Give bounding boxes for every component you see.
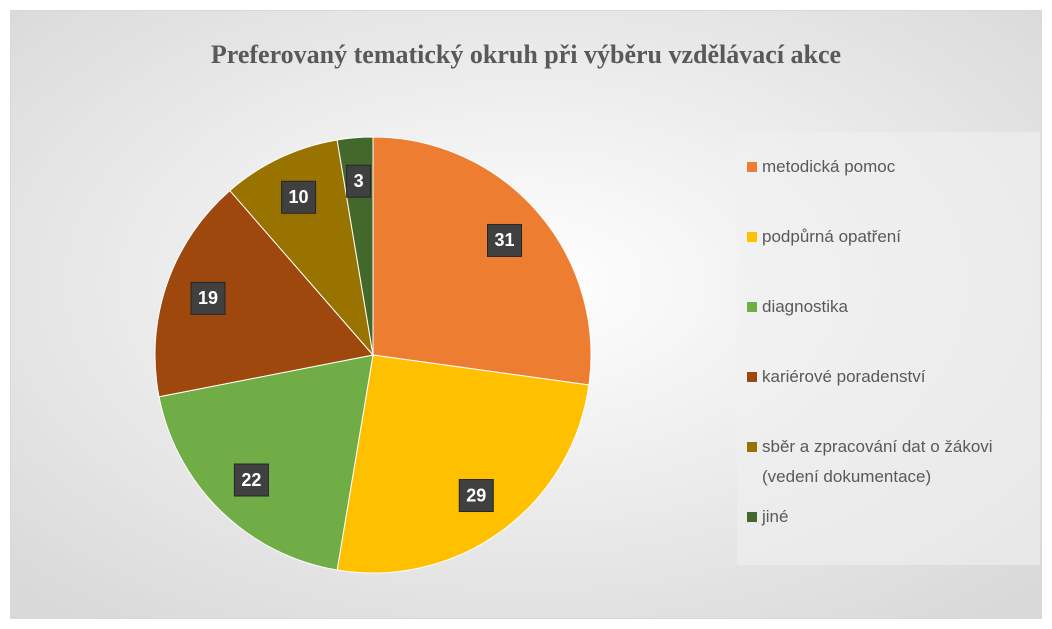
data-label-box <box>233 463 269 497</box>
legend-label: metodická pomoc <box>762 157 896 176</box>
data-label: 3 <box>354 171 364 191</box>
legend-swatch <box>747 372 757 382</box>
pie-slice <box>229 139 374 357</box>
legend-swatch <box>747 162 757 172</box>
data-label-box <box>190 281 226 315</box>
legend-item: metodická pomoc <box>747 152 1032 182</box>
legend-label: podpůrná opatření <box>762 227 901 246</box>
data-label: 10 <box>289 187 309 207</box>
data-label: 29 <box>466 485 486 505</box>
chart-title: Preferovaný tematický okruh při výběru v… <box>211 40 841 69</box>
legend-item: diagnostika <box>747 292 1032 322</box>
data-label-box <box>487 223 523 257</box>
data-label-box <box>281 180 317 214</box>
pie-slice <box>372 136 592 386</box>
legend-item: sběr a zpracování dat o žákovi (vedení d… <box>747 432 1032 492</box>
legend-swatch <box>747 302 757 312</box>
pie-slice <box>336 354 590 574</box>
legend-label: sběr a zpracování dat o žákovi (vedení d… <box>762 437 993 486</box>
data-label: 31 <box>495 230 515 250</box>
pie-slice <box>154 189 374 398</box>
legend-label: kariérové poradenství <box>762 367 926 386</box>
legend-label: jiné <box>762 507 789 526</box>
pie-slice <box>158 354 374 571</box>
legend-swatch <box>747 512 757 522</box>
legend: metodická pomoc podpůrná opatření diagnost… <box>737 132 1040 565</box>
data-label: 22 <box>241 470 261 490</box>
legend-item: podpůrná opatření <box>747 222 1032 252</box>
legend-item: kariérové poradenství <box>747 362 1032 392</box>
data-label-box <box>346 164 372 198</box>
legend-swatch <box>747 442 757 452</box>
legend-item: jiné <box>747 502 1032 532</box>
legend-swatch <box>747 232 757 242</box>
legend-label: diagnostika <box>762 297 849 316</box>
data-label: 19 <box>198 288 218 308</box>
data-label-box <box>458 479 494 513</box>
